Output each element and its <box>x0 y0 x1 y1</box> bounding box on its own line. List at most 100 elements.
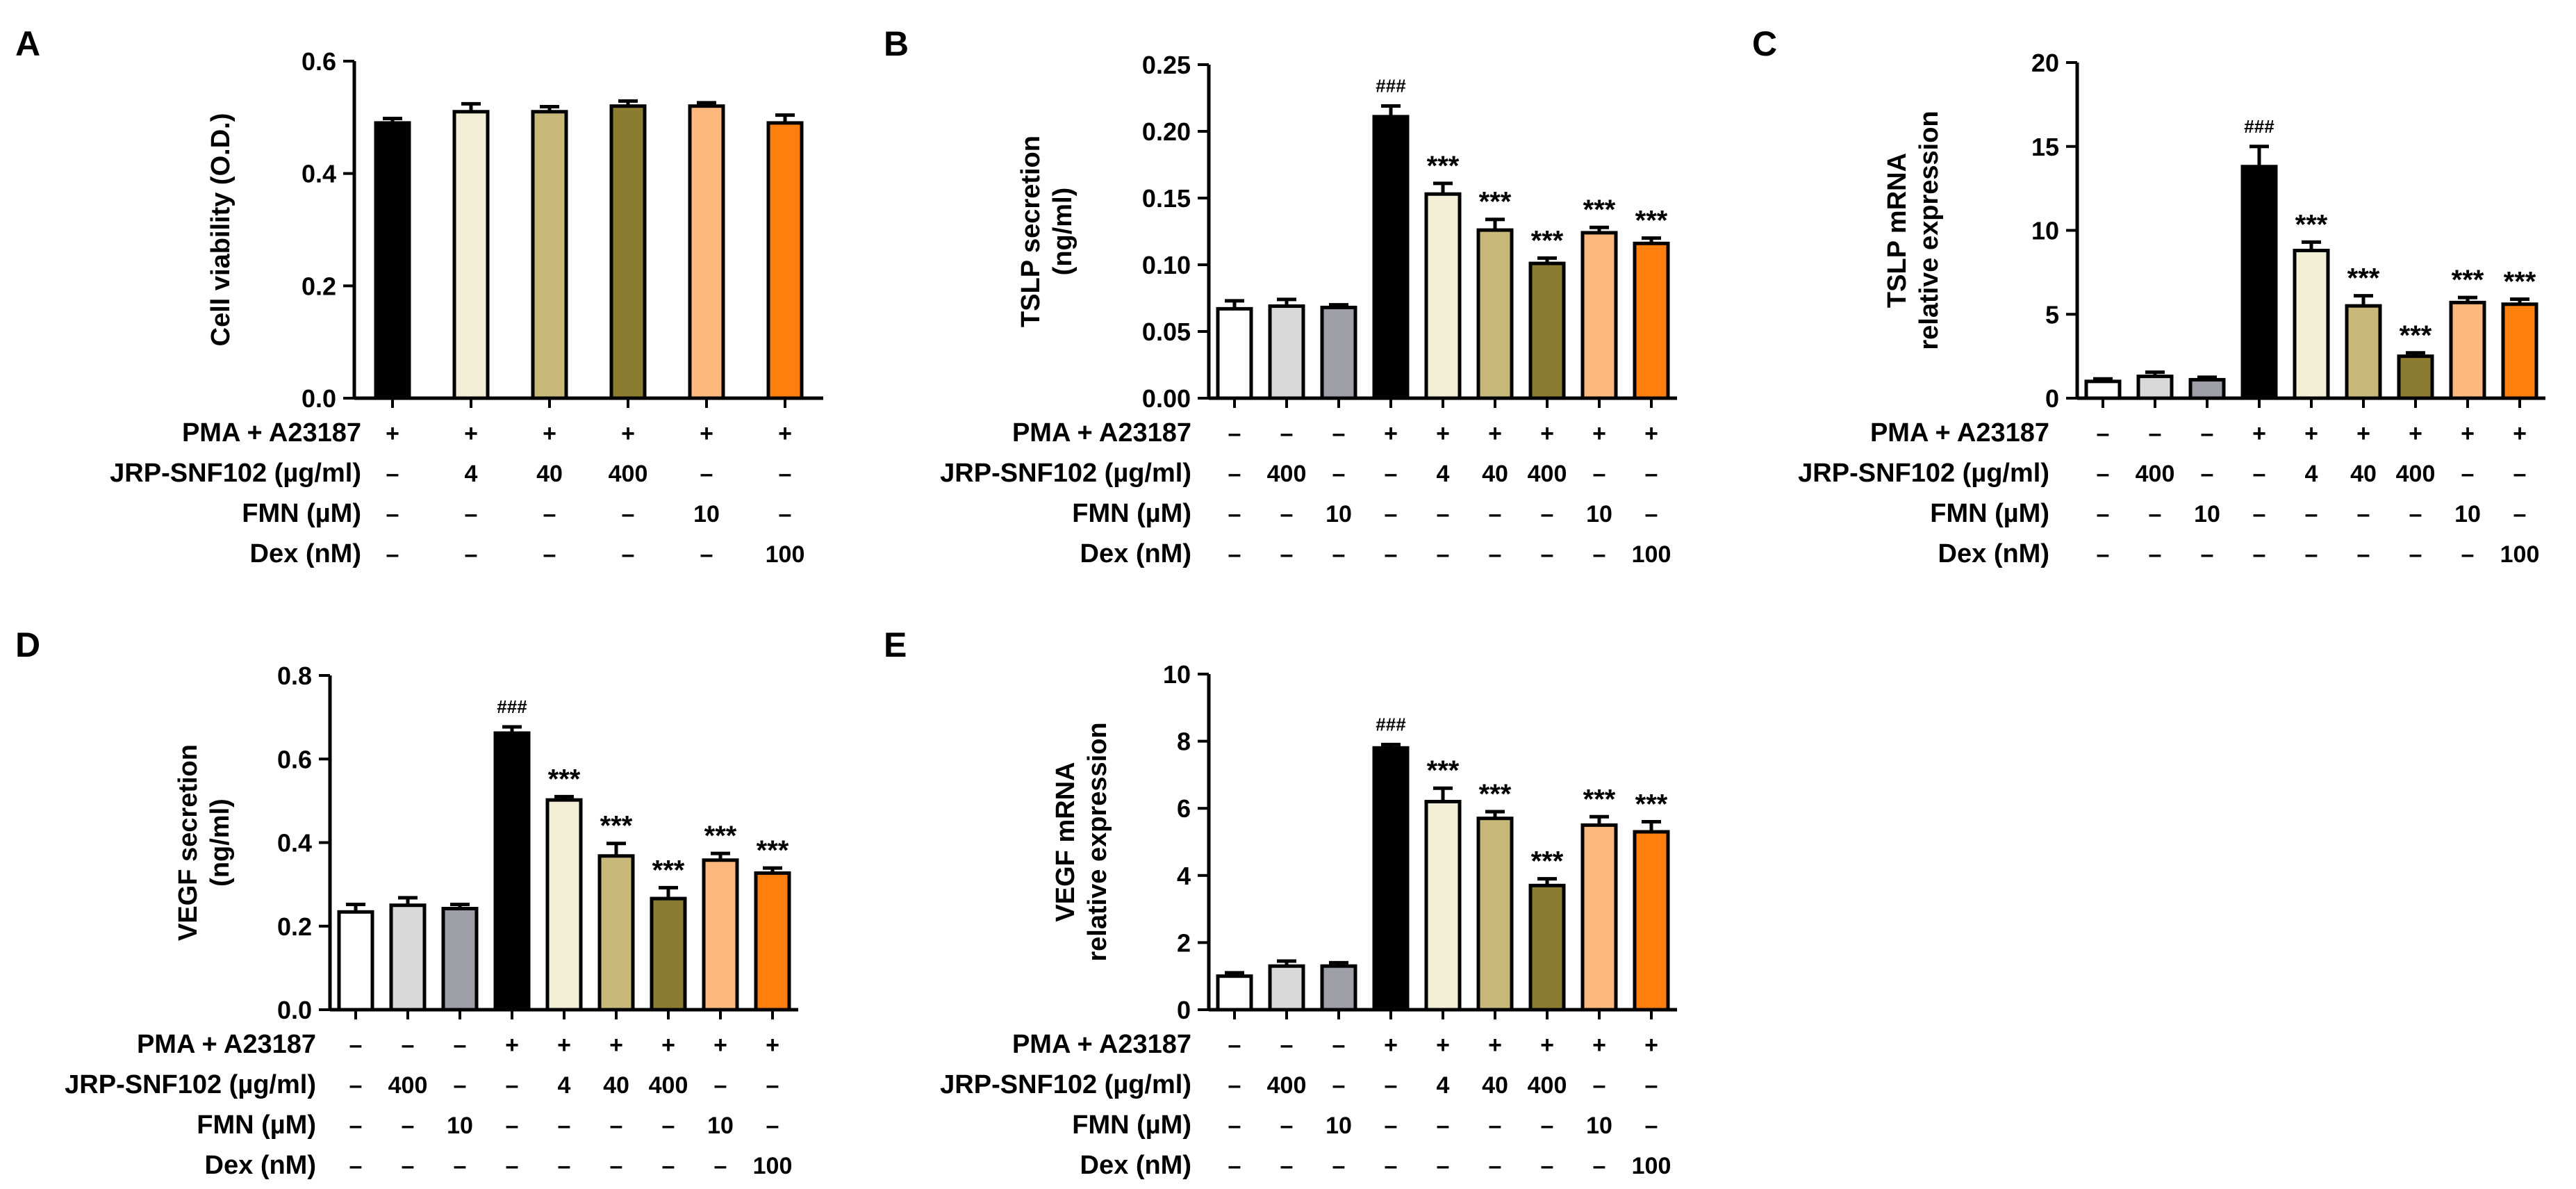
panel-e: E 0 2 4 6 8 10 VEGF mRNA relative expression ###… <box>884 625 1677 1180</box>
bar <box>1528 883 1566 1012</box>
treatment-symbol: – <box>1228 1113 1241 1139</box>
treatment-symbol: 400 <box>2396 461 2436 487</box>
significance-label: *** <box>600 811 633 842</box>
treatment-symbol: + <box>609 1032 623 1058</box>
treatment-symbol: + <box>2304 420 2318 447</box>
treatment-row-label: JRP-SNF102 (µg/ml) <box>110 459 361 488</box>
treatment-symbol: 100 <box>1632 1153 1671 1179</box>
bar <box>2293 248 2330 400</box>
treatment-symbol: + <box>2409 420 2422 447</box>
treatment-symbol: – <box>543 501 556 527</box>
treatment-symbol: – <box>1280 1153 1294 1179</box>
treatment-symbol: – <box>1385 1153 1398 1179</box>
treatment-symbol: + <box>1488 420 1502 447</box>
treatment-symbol: – <box>402 1153 415 1179</box>
significance-label: *** <box>652 855 685 885</box>
treatment-symbol: – <box>1645 1113 1658 1139</box>
y-tick-label: 2 <box>1177 928 1191 957</box>
treatment-symbol: – <box>2253 461 2266 487</box>
bar <box>754 871 791 1012</box>
treatment-row-label: Dex (nM) <box>1080 1151 1191 1180</box>
y-tick-label: 20 <box>2031 49 2059 77</box>
treatment-symbol: + <box>766 1032 779 1058</box>
treatment-symbol: – <box>1541 501 1554 527</box>
bar <box>374 121 411 400</box>
bar <box>389 903 427 1012</box>
bar <box>441 906 479 1012</box>
treatment-symbol: – <box>1489 1113 1502 1139</box>
bar <box>609 104 647 400</box>
treatment-symbol: – <box>1228 420 1241 447</box>
bar <box>1268 304 1305 400</box>
treatment-symbol: – <box>454 1153 467 1179</box>
treatment-symbol: 10 <box>1326 1113 1352 1139</box>
treatment-symbol: – <box>766 1113 779 1139</box>
treatment-symbol: – <box>1228 501 1241 527</box>
bar <box>702 858 739 1012</box>
bar <box>493 731 531 1012</box>
treatment-symbol: – <box>2357 541 2370 568</box>
treatment-symbol: – <box>2409 541 2422 568</box>
treatment-symbol: + <box>2461 420 2475 447</box>
treatment-row-label: JRP-SNF102 (µg/ml) <box>940 459 1191 488</box>
treatment-symbol: – <box>1228 1153 1241 1179</box>
treatment-row-label: Dex (nM) <box>250 539 361 568</box>
treatment-symbol: – <box>2097 501 2110 527</box>
treatment-symbol: – <box>1385 461 1398 487</box>
treatment-symbol: – <box>1437 1113 1450 1139</box>
treatment-symbol: – <box>1541 541 1554 568</box>
treatment-symbol: – <box>714 1153 727 1179</box>
significance-label: *** <box>2295 209 2328 240</box>
treatment-symbol: – <box>454 1032 467 1058</box>
treatment-symbol: – <box>1593 541 1606 568</box>
treatment-row-label: Dex (nM) <box>1938 539 2049 568</box>
treatment-symbol: – <box>2149 501 2162 527</box>
treatment-symbol: – <box>1437 1153 1450 1179</box>
y-axis-label: (ng/ml) <box>1048 188 1078 276</box>
treatment-symbol: – <box>662 1153 675 1179</box>
treatment-row-label: FMN (µM) <box>197 1110 316 1140</box>
treatment-symbol: – <box>1645 461 1658 487</box>
y-axis-label: VEGF mRNA <box>1051 762 1080 921</box>
treatment-symbol: – <box>2201 541 2214 568</box>
y-tick-label: 0.00 <box>1142 384 1191 413</box>
treatment-symbol: – <box>1489 541 1502 568</box>
treatment-symbol: – <box>1332 1032 1346 1058</box>
treatment-symbol: + <box>505 1032 519 1058</box>
treatment-symbol: – <box>386 461 399 487</box>
treatment-symbol: – <box>1541 1113 1554 1139</box>
treatment-symbol: + <box>713 1032 727 1058</box>
panel-b: B 0.00 0.05 0.10 0.15 0.20 0.25 TSLP secretion… <box>884 24 1677 568</box>
treatment-symbol: 4 <box>558 1072 571 1099</box>
treatment-row-label: PMA + A23187 <box>182 418 361 448</box>
bar <box>597 854 635 1012</box>
significance-label: *** <box>1427 151 1460 181</box>
bar <box>452 110 490 400</box>
treatment-symbol: + <box>1540 1032 1554 1058</box>
treatment-symbol: – <box>622 501 635 527</box>
treatment-symbol: – <box>779 501 792 527</box>
treatment-symbol: – <box>1385 1113 1398 1139</box>
panel-c: C 0 5 10 15 20 TSLP mRNA relative expression ##… <box>1752 24 2545 568</box>
significance-label: *** <box>1583 195 1616 225</box>
treatment-symbol: – <box>2513 501 2527 527</box>
treatment-symbol: + <box>1436 1032 1450 1058</box>
treatment-symbol: 400 <box>2136 461 2175 487</box>
treatment-symbol: – <box>349 1072 363 1099</box>
treatment-symbol: + <box>2356 420 2370 447</box>
treatment-symbol: 100 <box>1632 541 1671 568</box>
treatment-symbol: – <box>1332 541 1346 568</box>
bar <box>2084 379 2122 400</box>
treatment-symbol: – <box>1385 541 1398 568</box>
treatment-symbol: 400 <box>388 1072 428 1099</box>
treatment-symbol: – <box>766 1072 779 1099</box>
treatment-symbol: + <box>700 420 713 447</box>
bar <box>2397 354 2434 400</box>
treatment-symbol: – <box>1280 420 1294 447</box>
y-axis-label: (ng/ml) <box>206 798 235 887</box>
treatment-symbol: + <box>557 1032 571 1058</box>
treatment-symbol: 400 <box>1267 1072 1307 1099</box>
bar <box>1320 305 1357 400</box>
bar <box>1320 964 1357 1012</box>
y-tick-label: 0.6 <box>277 745 312 773</box>
